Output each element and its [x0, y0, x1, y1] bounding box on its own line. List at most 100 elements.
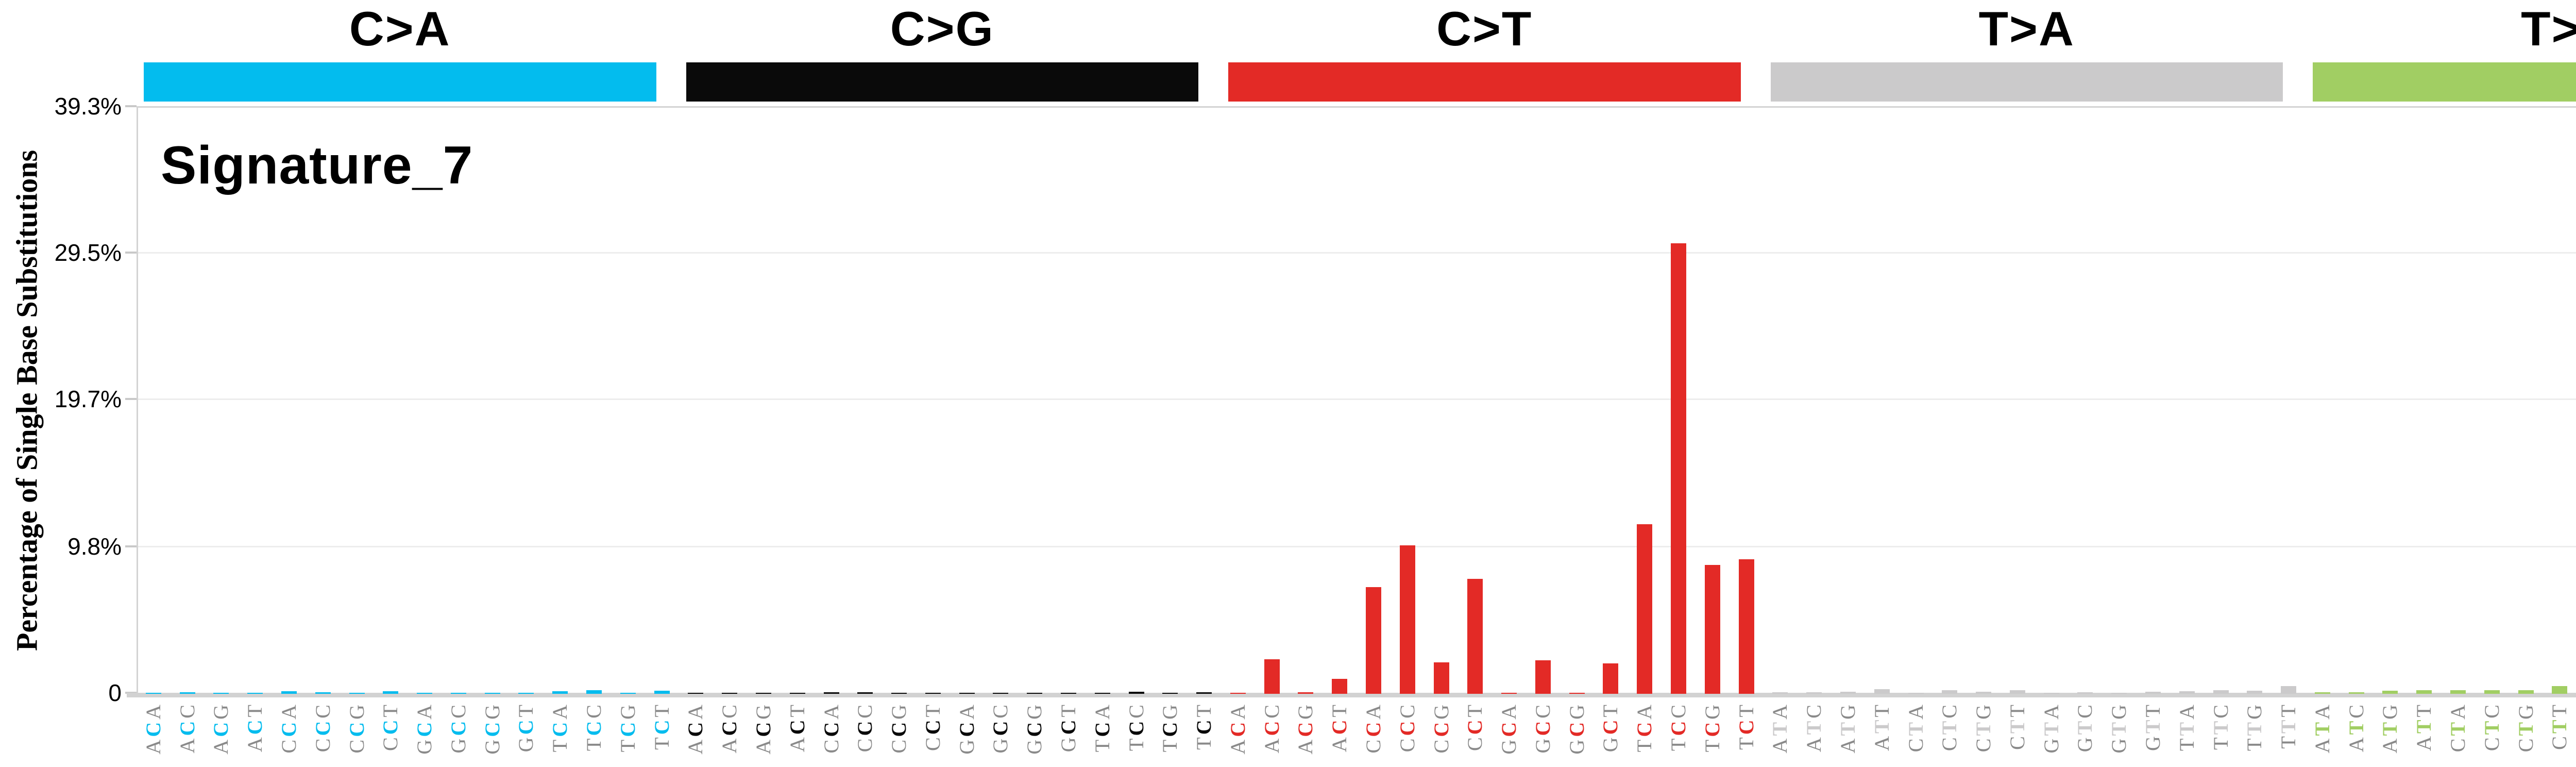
x-tick-label-c-to-a-gct: GCT: [514, 702, 538, 753]
bar-t-to-c-atc: [2348, 692, 2364, 694]
bar-t-to-a-cta: [1908, 693, 1924, 694]
x-tick-label-c-to-g-cct: CCT: [921, 702, 944, 752]
x-tick-label-t-to-a-ata: ATA: [1768, 702, 1792, 754]
x-tick-label-c-to-a-gca: GCA: [413, 702, 436, 755]
x-tick-label-c-to-g-tca: TCA: [1090, 702, 1114, 753]
bar-c-to-a-cct: [383, 691, 399, 694]
x-tick-label-c-to-g-tct: TCT: [1192, 702, 1216, 750]
x-tick-label-t-to-c-ctg: CTG: [2514, 702, 2537, 753]
x-tick-label-c-to-t-gct: GCT: [1599, 702, 1622, 753]
x-tick-label-c-to-t-act: ACT: [1328, 702, 1351, 753]
mutation-type-label-c-to-t: C>T: [1436, 2, 1533, 56]
bar-t-to-a-ttc: [2213, 690, 2229, 694]
x-tick-label-c-to-t-ccg: CCG: [1429, 702, 1453, 754]
mutation-type-label-t-to-c: T>C: [2521, 2, 2576, 56]
x-tick-label-t-to-a-ctg: CTG: [1972, 702, 1995, 753]
mutation-type-color-bar-t-to-c: [2313, 62, 2576, 102]
y-tick-9.8%: [125, 545, 137, 548]
bar-c-to-t-cct: [1467, 579, 1483, 694]
x-tick-label-c-to-t-acc: ACC: [1260, 702, 1283, 754]
x-tick-label-t-to-a-ttg: TTG: [2243, 702, 2266, 752]
mutation-type-color-bar-c-to-t: [1228, 62, 1741, 102]
mutation-type-label-c-to-g: C>G: [890, 2, 994, 56]
bar-t-to-c-ctc: [2484, 690, 2500, 694]
x-tick-label-t-to-c-ata: ATA: [2310, 702, 2334, 754]
x-tick-label-c-to-t-acg: ACG: [1294, 702, 1317, 755]
plot-border-top: [137, 106, 2576, 108]
bar-c-to-g-gct: [1060, 693, 1076, 694]
x-tick-label-t-to-a-atg: ATG: [1836, 702, 1859, 754]
bar-c-to-a-gct: [518, 693, 534, 694]
bar-t-to-a-ctc: [1942, 690, 1958, 694]
bar-c-to-a-tcc: [586, 690, 602, 694]
mutation-type-label-t-to-a: T>A: [1978, 2, 2075, 56]
bar-c-to-g-ccc: [857, 692, 873, 694]
grid-line-19.7%: [137, 398, 2576, 400]
x-tick-label-c-to-g-cca: CCA: [819, 702, 843, 754]
x-tick-label-c-to-g-tcc: TCC: [1124, 702, 1148, 752]
bar-c-to-a-tcg: [620, 693, 636, 694]
x-tick-label-t-to-a-ctc: CTC: [1938, 702, 1961, 752]
bar-t-to-a-tta: [2179, 691, 2195, 694]
x-tick-label-c-to-a-gcg: GCG: [480, 702, 504, 755]
bar-t-to-a-gtg: [2111, 693, 2127, 694]
bar-c-to-a-gca: [417, 693, 433, 694]
bar-c-to-g-acc: [722, 693, 738, 694]
x-tick-label-c-to-a-cca: CCA: [277, 702, 301, 754]
x-tick-label-c-to-a-act: ACT: [243, 702, 267, 753]
bar-c-to-a-gcg: [484, 693, 500, 694]
x-tick-label-t-to-a-cta: CTA: [1904, 702, 1927, 753]
bar-t-to-a-ttg: [2247, 691, 2263, 694]
x-tick-label-c-to-t-aca: ACA: [1226, 702, 1249, 755]
bar-t-to-a-atc: [1806, 692, 1822, 694]
bar-c-to-a-act: [247, 693, 263, 694]
bar-t-to-a-ctt: [2009, 690, 2025, 694]
x-tick-label-c-to-t-gca: GCA: [1497, 702, 1521, 755]
bar-c-to-t-tcc: [1671, 243, 1687, 694]
bar-c-to-g-tca: [1094, 693, 1110, 694]
bar-t-to-c-att: [2416, 690, 2432, 694]
x-tick-label-t-to-c-att: ATT: [2412, 702, 2436, 752]
bar-c-to-g-cca: [823, 692, 839, 694]
grid-line-9.8%: [137, 546, 2576, 548]
x-tick-label-t-to-c-ctc: CTC: [2480, 702, 2503, 752]
bar-t-to-a-atg: [1840, 692, 1856, 694]
bar-t-to-a-att: [1874, 689, 1890, 694]
x-tick-label-c-to-a-ccc: CCC: [311, 702, 334, 753]
bar-t-to-c-ata: [2314, 692, 2330, 694]
x-tick-label-c-to-a-tct: TCT: [650, 702, 673, 750]
bar-c-to-t-act: [1332, 679, 1348, 694]
x-tick-label-t-to-a-gtg: GTG: [2107, 702, 2131, 754]
x-tick-label-c-to-a-tca: TCA: [548, 702, 572, 753]
x-tick-label-c-to-a-ccg: CCG: [345, 702, 368, 754]
x-tick-label-t-to-c-atg: ATG: [2378, 702, 2402, 754]
bar-c-to-t-ccc: [1399, 545, 1415, 694]
plot-border-left: [137, 106, 138, 693]
x-tick-label-t-to-a-tta: TTA: [2175, 702, 2198, 752]
x-tick-label-c-to-g-tcg: TCG: [1158, 702, 1182, 753]
x-tick-label-t-to-a-gta: GTA: [2039, 702, 2063, 754]
bar-c-to-a-tca: [552, 691, 568, 694]
y-tick-label-9.8%: 9.8%: [67, 533, 122, 560]
x-tick-label-c-to-g-aca: ACA: [684, 702, 707, 755]
mutation-type-label-c-to-a: C>A: [349, 2, 451, 56]
bar-c-to-g-tcg: [1162, 693, 1178, 694]
x-tick-label-c-to-a-tcg: TCG: [616, 702, 639, 753]
bar-t-to-a-gtt: [2145, 692, 2161, 694]
bar-c-to-a-ccc: [315, 692, 331, 694]
bar-t-to-c-ctg: [2518, 690, 2534, 694]
x-tick-label-c-to-a-acg: ACG: [209, 702, 233, 755]
x-tick-label-c-to-g-gcc: GCC: [989, 702, 1012, 754]
bar-c-to-t-aca: [1230, 693, 1246, 694]
y-tick-29.5%: [125, 251, 137, 254]
x-tick-label-t-to-a-atc: ATC: [1802, 702, 1826, 753]
bar-c-to-g-acg: [755, 693, 771, 694]
bar-t-to-c-cta: [2450, 690, 2466, 694]
bar-t-to-a-ctg: [1976, 692, 1992, 694]
x-tick-label-t-to-c-ctt: CTT: [2548, 702, 2571, 750]
x-tick-label-c-to-a-aca: ACA: [141, 702, 165, 755]
bar-c-to-t-gca: [1501, 693, 1517, 694]
bar-c-to-g-tct: [1196, 692, 1212, 694]
